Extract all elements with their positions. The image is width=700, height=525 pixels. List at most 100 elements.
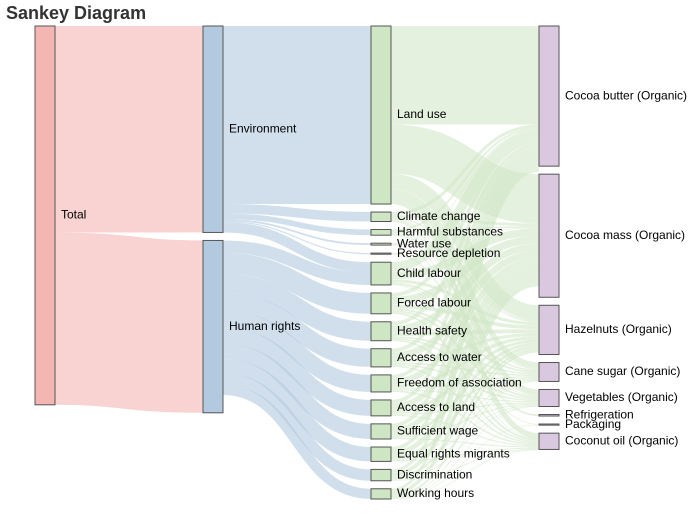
sankey-link [54,232,204,413]
sankey-node [370,468,392,482]
sankey-node [538,304,560,356]
sankey-node-label: Access to land [397,400,475,414]
sankey-node [370,252,392,255]
sankey-node-label: Working hours [397,486,474,500]
sankey-link [222,213,372,236]
sankey-link [390,378,540,437]
sankey-node-label: Resource depletion [397,246,500,260]
sankey-link [222,240,372,285]
sankey-link [222,292,372,367]
sankey-node-label: Hazelnuts (Organic) [565,322,672,336]
sankey-node-label: Health safety [397,323,467,337]
sankey-node-label: Sufficient wage [397,424,478,438]
sankey-link [390,380,540,498]
page-title: Sankey Diagram [6,3,147,23]
sankey-node [538,423,560,426]
sankey-node-label: Packaging [565,417,621,431]
sankey-link [390,274,540,456]
sankey-node [538,432,560,450]
sankey-link [390,350,540,497]
sankey-node-label: Refrigeration [565,407,634,421]
sankey-link [222,273,372,341]
sankey-link [222,252,372,314]
sankey-link [390,139,540,297]
sankey-link [390,348,540,479]
sankey-link [222,219,372,246]
sankey-link [390,124,540,216]
sankey-node [538,388,560,407]
sankey-node [538,413,560,417]
sankey-link [390,129,540,244]
sankey-link [390,158,540,428]
sankey-node-label: Coconut oil (Organic) [565,433,678,447]
sankey-node-label: Child labour [397,266,461,280]
sankey-link [390,377,540,414]
sankey-node [202,239,224,414]
sankey-node [370,348,392,368]
sankey-link [390,406,540,498]
sankey-node [370,25,392,205]
sankey-link [390,268,540,433]
sankey-node [370,488,392,500]
sankey-link [222,384,372,499]
sankey-node-label: Cocoa mass (Organic) [565,228,685,242]
sankey-link [222,222,372,273]
sankey-link [390,169,540,492]
sankey-link [390,449,540,499]
sankey-node [370,211,392,223]
sankey-link [390,154,540,404]
sankey-link [390,282,540,495]
sankey-node [370,321,392,342]
sankey-node [34,25,56,406]
sankey-link [390,124,540,224]
sankey-node-label: Land use [397,107,447,121]
sankey-link [390,345,540,459]
sankey-nodes [34,25,560,500]
sankey-node-label: Cocoa butter (Organic) [565,88,687,102]
sankey-labels: Total Environment Human rights Land use Clim… [61,88,687,500]
sankey-node [538,25,560,167]
sankey-node [370,399,392,417]
sankey-node-label: Vegetables (Organic) [565,390,678,404]
sankey-node [370,261,392,286]
sankey-node-label: Climate change [397,209,481,223]
sankey-node-label: Cane sugar (Organic) [565,364,680,378]
sankey-node-label: Forced labour [397,296,471,310]
sankey-node [202,25,224,233]
sankey-link [222,327,372,416]
sankey-link [222,359,372,462]
sankey-link [222,310,372,392]
sankey-link [222,343,372,440]
sankey-link [390,147,540,353]
sankey-node-label: Freedom of association [397,376,522,390]
sankey-node [370,292,392,315]
sankey-node [538,173,560,298]
sankey-links [54,25,540,499]
sankey-link [390,130,540,272]
sankey-node [370,374,392,393]
sankey-link [390,127,540,232]
sankey-node-label: Water use [397,236,452,250]
sankey-link [390,226,540,233]
sankey-link [222,221,372,255]
sankey-node-label: Human rights [229,319,300,333]
sankey-node-label: Discrimination [397,467,472,481]
sankey-link [222,373,372,481]
sankey-node-label: Access to water [397,350,482,364]
sankey-link [390,166,540,473]
sankey-link [390,263,540,410]
sankey-node [370,229,392,236]
sankey-link [222,204,372,222]
sankey-link [390,279,540,477]
sankey-node [370,446,392,462]
sankey-node-label: Environment [229,121,297,135]
sankey-link [390,151,540,379]
sankey-link [390,162,540,451]
sankey-node-label: Total [61,208,86,222]
sankey-link [390,424,540,499]
sankey-node-label: Equal rights migrants [397,446,510,460]
sankey-node-label: Harmful substances [397,225,503,239]
sankey-node [370,423,392,440]
sankey-node [538,362,560,382]
